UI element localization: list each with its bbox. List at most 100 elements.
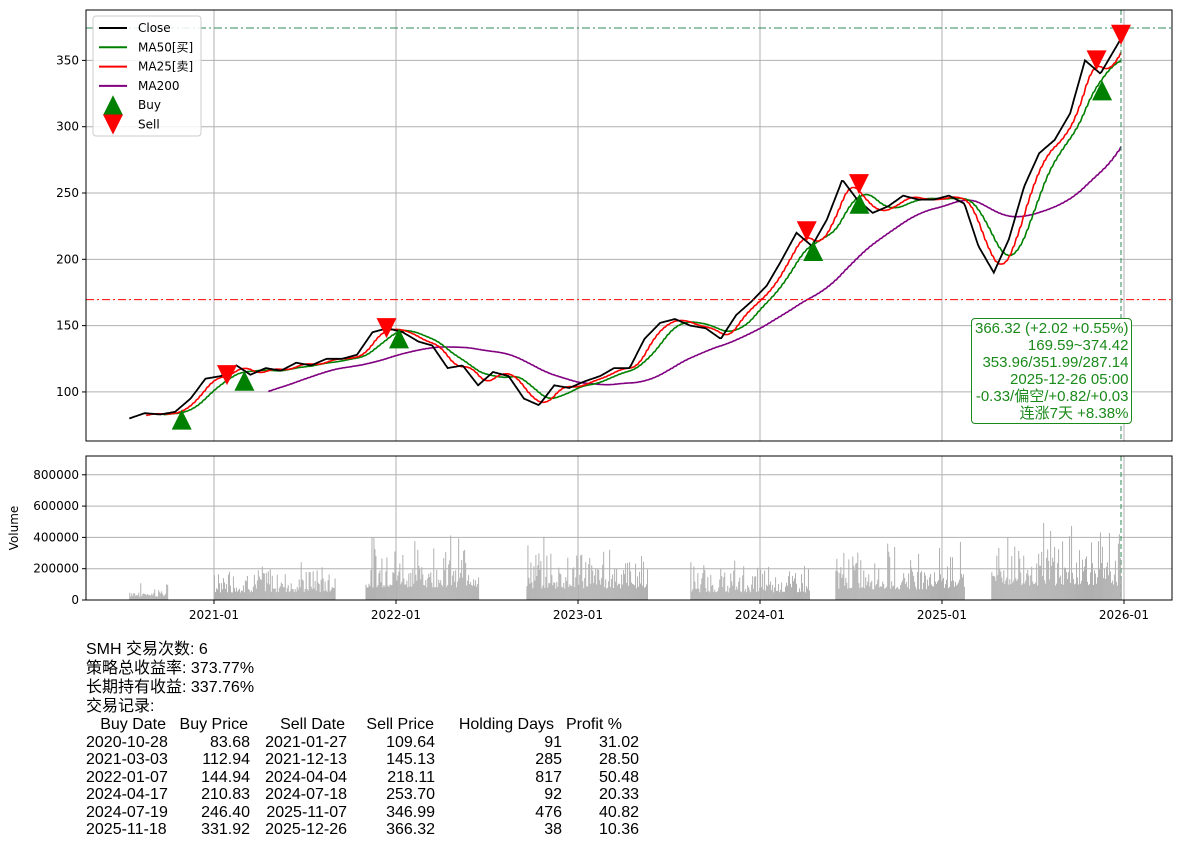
volume-bar <box>1046 557 1048 600</box>
volume-bar <box>931 584 933 600</box>
volume-bar <box>630 571 632 600</box>
volume-bar <box>574 587 576 600</box>
volume-bar <box>150 595 152 600</box>
volume-bar <box>1020 572 1022 600</box>
y-tick-label: 200 <box>56 252 79 266</box>
trade-summary: SMH 交易次数: 6 策略总收益率: 373.77% 长期持有收益: 337.… <box>86 640 639 839</box>
volume-bar <box>232 576 234 600</box>
volume-bar <box>631 582 633 600</box>
volume-bar <box>418 565 420 600</box>
volume-bar <box>415 574 417 600</box>
table-cell: 28.50 <box>598 751 639 768</box>
volume-bar <box>395 571 397 600</box>
volume-bar <box>777 590 779 600</box>
volume-bar <box>452 575 454 600</box>
volume-bar <box>1090 542 1092 600</box>
records-title: 交易记录: <box>86 698 155 715</box>
volume-bar <box>140 583 142 600</box>
table-cell: 83.68 <box>209 733 250 751</box>
volume-bar <box>1035 582 1037 600</box>
volume-bar <box>266 583 268 600</box>
volume-bar <box>1104 579 1106 600</box>
volume-bar <box>789 571 791 600</box>
volume-bar <box>463 550 465 600</box>
volume-bar <box>398 571 400 600</box>
volume-bar <box>759 587 761 600</box>
volume-bar <box>597 568 599 600</box>
volume-bar <box>1016 580 1018 600</box>
buy-marker <box>388 328 409 349</box>
volume-bar <box>730 573 732 600</box>
volume-bar <box>875 585 877 600</box>
volume-bar <box>599 580 601 600</box>
volume-tick-label: 0 <box>71 593 79 607</box>
volume-bar <box>590 583 592 600</box>
volume-bar <box>748 587 750 600</box>
volume-bar <box>254 584 256 600</box>
volume-bar <box>551 575 553 600</box>
volume-bar <box>424 585 426 600</box>
volume-bar <box>600 584 602 600</box>
volume-bar <box>312 571 314 600</box>
volume-bar <box>145 594 147 600</box>
volume-bar <box>401 581 403 600</box>
volume-bar <box>942 577 944 600</box>
volume-bar <box>1053 561 1055 600</box>
volume-bar <box>1119 558 1121 600</box>
volume-bar <box>532 588 534 600</box>
volume-bar <box>618 583 620 600</box>
volume-bar <box>1043 522 1045 600</box>
volume-bar <box>695 588 697 600</box>
volume-bar <box>533 566 535 600</box>
volume-bar <box>629 562 631 600</box>
volume-bar <box>851 587 853 600</box>
volume-bar <box>608 581 610 600</box>
volume-bar <box>746 592 748 600</box>
volume-bar <box>407 587 409 600</box>
volume-bar <box>928 585 930 600</box>
volume-bar <box>157 596 159 600</box>
volume-bar <box>720 568 722 600</box>
volume-bar <box>808 590 810 600</box>
table-cell: 144.94 <box>201 768 250 786</box>
volume-bar <box>303 591 305 600</box>
volume-bar <box>702 573 704 600</box>
volume-bar <box>693 566 695 600</box>
volume-bar <box>390 585 392 600</box>
volume-bar <box>1036 563 1038 600</box>
ma200-line <box>267 146 1122 393</box>
volume-bar <box>539 569 541 600</box>
volume-bar <box>610 587 612 600</box>
volume-bar <box>779 592 781 600</box>
volume-bar <box>391 584 393 600</box>
volume-bar <box>1070 582 1072 600</box>
volume-bar <box>708 590 710 600</box>
volume-bar <box>444 570 446 600</box>
volume-bar <box>272 588 274 600</box>
legend-box <box>92 15 202 137</box>
volume-bar <box>886 586 888 600</box>
volume-bar <box>616 568 618 600</box>
volume-bar <box>1082 559 1084 600</box>
volume-bar <box>1095 583 1097 600</box>
volume-bar <box>853 565 855 600</box>
volume-bar <box>301 579 303 600</box>
annotation-line: 169.59~374.42 <box>1027 337 1129 354</box>
volume-bar <box>544 587 546 600</box>
column-header: Buy Price <box>179 716 248 733</box>
volume-bar <box>925 575 927 600</box>
volume-bar <box>566 580 568 600</box>
column-header: Buy Date <box>100 716 166 733</box>
volume-bar <box>725 591 727 600</box>
volume-bar <box>264 591 266 600</box>
volume-bar <box>745 589 747 600</box>
volume-bar <box>1037 585 1039 600</box>
volume-bar <box>803 566 805 600</box>
sell-marker <box>376 318 397 339</box>
volume-bar <box>166 584 168 600</box>
volume-bar <box>133 593 135 600</box>
volume-bar <box>135 596 137 600</box>
volume-bar <box>384 586 386 600</box>
column-header: Profit % <box>565 716 622 733</box>
volume-bar <box>1096 577 1098 600</box>
